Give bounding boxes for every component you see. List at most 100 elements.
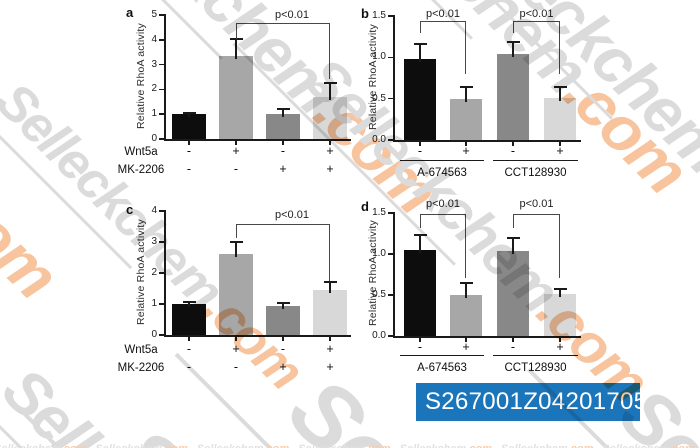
sig-bracket-top [513,21,560,23]
x-sign: + [232,342,240,356]
x-sign: - [510,340,516,354]
watermark-brand: Selleckchem [0,443,61,448]
y-tick [159,210,164,212]
y-tick [388,253,393,255]
x-tick [282,141,284,145]
error-bar-cap [553,86,567,89]
y-tick-label: 0.5 [372,92,386,104]
y-tick-label: 0.0 [372,330,386,341]
y-tick-label: 3 [151,236,157,247]
watermark-brand: Selleckchem [95,443,162,448]
error-bar-cap [276,302,290,305]
x-sign: + [326,360,334,374]
watermark-brand: Selleckchem [431,0,700,187]
bar-c1 [172,304,206,335]
y-tick [159,39,164,41]
watermark-brand: Selleckchem [298,443,365,448]
catalog-badge: S267001Z0420170508 [416,383,674,421]
x-sign: + [556,144,564,158]
x-tick [512,142,514,146]
y-tick [159,63,164,66]
x-row-label: MK-2206 [117,362,165,374]
x-sign: - [417,340,423,354]
group-line [493,160,578,162]
error-bar-cap [413,234,427,237]
error-bar-cap [506,236,520,239]
bar-d1 [404,249,436,336]
watermark-text: Selleckchem.com [0,0,72,312]
bar-a3 [266,113,300,139]
sig-bracket-left [236,224,238,238]
bar-a1 [172,114,206,139]
sig-bracket-left [420,214,422,228]
x-sign: - [280,144,286,158]
x-tick [559,142,561,146]
y-tick-label: 5 [151,9,157,20]
watermark-domain: .com [0,160,72,312]
error-bar-line [559,87,561,101]
error-bar-line [419,44,421,62]
x-tick [235,141,237,145]
bar-d3 [497,250,529,336]
y-tick [159,241,164,243]
y-axis-line [393,212,395,337]
group-line [493,355,578,357]
x-tick [188,141,190,145]
y-tick-label: 4 [151,33,157,45]
error-bar-line [235,242,237,258]
y-tick-label: 4 [151,205,157,216]
error-bar-cap [182,301,196,304]
y-tick [159,334,164,336]
y-tick [159,113,164,115]
x-sign: - [186,360,192,374]
watermark-domain: .com [263,443,289,448]
x-sign: + [462,144,470,158]
x-tick [419,338,421,342]
y-tick [159,14,164,16]
bar-b3 [497,53,529,140]
sig-bracket-left [236,23,238,39]
x-row-label: MK-2206 [117,164,165,176]
bar-c2 [219,254,253,335]
watermark-domain: .com [162,443,188,448]
x-sign: + [279,360,287,374]
sig-bracket-left [513,21,515,33]
y-tick-label: 0.5 [372,289,386,300]
error-bar-line [465,87,467,102]
bar-b4 [544,97,576,140]
x-sign: - [186,144,192,158]
error-bar-cap [323,82,337,85]
y-tick [388,97,393,100]
x-sign: - [233,162,239,176]
x-sign: + [279,162,287,176]
y-tick-label: 1 [151,298,157,309]
sig-label: p<0.01 [275,9,309,21]
sig-bracket-left [420,21,422,33]
panel-label-d: d [361,199,369,214]
error-bar-line [282,303,284,309]
x-sign: + [556,340,564,354]
bar-b2 [450,98,482,140]
group-label: A-674563 [417,167,467,179]
x-sign: - [233,360,239,374]
error-bar-cap [459,281,473,284]
sig-bracket-right [558,214,560,278]
error-bar-line [559,289,561,298]
watermark-brand: Selleckchem [602,443,669,448]
error-bar-line [512,41,514,57]
x-axis-line [393,140,581,142]
y-tick-label: 1.5 [372,207,386,218]
y-axis-line [164,14,166,140]
error-bar-line [188,302,190,307]
watermark-brand: Selleckchem [501,443,568,448]
bar-c3 [266,305,300,335]
sig-label: p<0.01 [426,198,460,210]
error-bar-line [419,235,421,253]
watermark-domain: .com [669,443,695,448]
y-tick [388,294,393,296]
x-sign: - [280,342,286,356]
error-bar-line [329,83,331,100]
sig-bracket-top [236,23,330,25]
error-bar-line [329,282,331,294]
watermark-brand: Selleckchem [400,443,467,448]
